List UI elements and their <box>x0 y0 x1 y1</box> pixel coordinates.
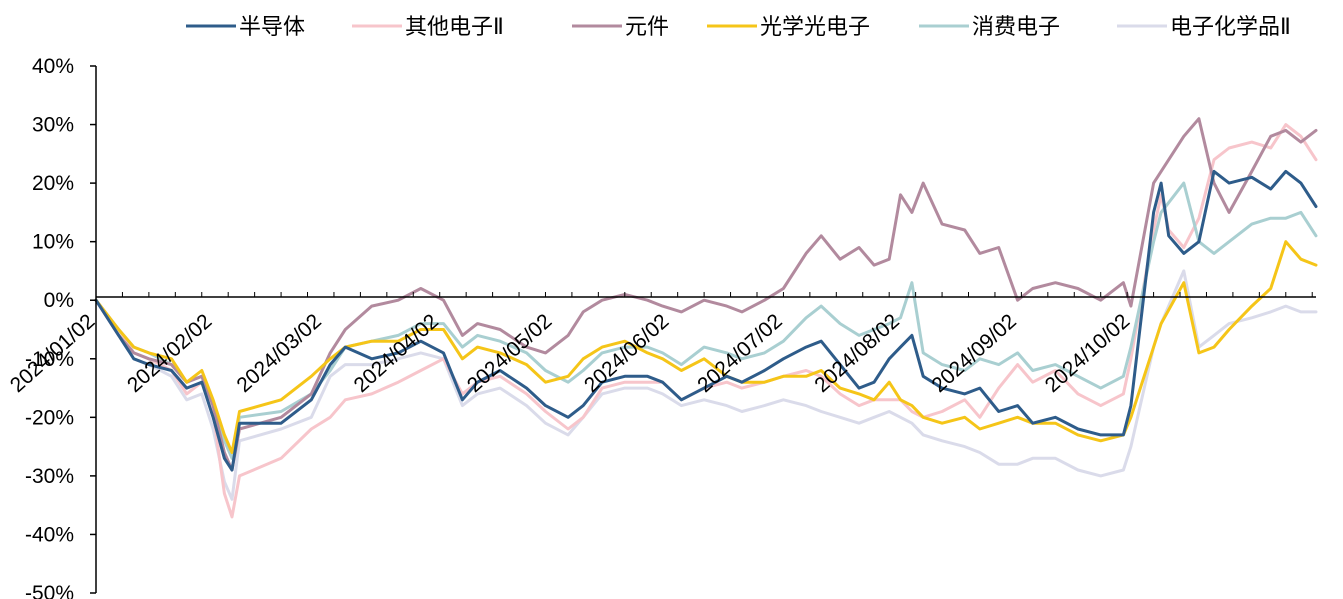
axes-layer: 40% 30% 20% 10% 0% -10% -20% -30% -40% -50% 2024/0… <box>6 55 1316 599</box>
y-tick-label: 10% <box>32 231 74 254</box>
series-layer <box>94 117 1318 519</box>
y-tick-label: 20% <box>32 172 74 195</box>
y-tick-label: -20% <box>25 406 74 429</box>
series-line-5 <box>94 269 1318 501</box>
series-line-2 <box>94 117 1318 472</box>
legend-label-4: 消费电子 <box>972 15 1060 40</box>
x-tick-label: 2024/03/02 <box>232 310 326 397</box>
legend-label-2: 元件 <box>625 15 669 40</box>
legend-label-0: 半导体 <box>239 15 305 40</box>
y-tick-label: 0% <box>44 289 74 312</box>
series-line-1 <box>94 123 1318 519</box>
x-tick-label: 2024/01/02 <box>6 310 100 397</box>
x-tick-label: 2024/09/02 <box>927 310 1021 397</box>
y-tick-label: 30% <box>32 114 74 137</box>
y-tick-label: 40% <box>32 55 74 78</box>
y-tick-label: -50% <box>25 582 74 599</box>
x-tick-label: 2024/10/02 <box>1041 310 1135 397</box>
legend-label-1: 其他电子Ⅱ <box>405 15 504 40</box>
y-tick-label: -40% <box>25 523 74 546</box>
x-tick-label: 2024/07/02 <box>693 310 787 397</box>
series-line-0 <box>94 169 1318 472</box>
series-line-4 <box>94 181 1318 460</box>
legend-label-5: 电子化学品Ⅱ <box>1170 15 1291 40</box>
y-tick-label: -10% <box>25 348 74 371</box>
y-tick-label: -30% <box>25 465 74 488</box>
legend: 半导体 其他电子Ⅱ 元件 光学光电子 消费电子 电子化学品Ⅱ <box>186 15 1291 40</box>
legend-label-3: 光学光电子 <box>760 15 870 40</box>
